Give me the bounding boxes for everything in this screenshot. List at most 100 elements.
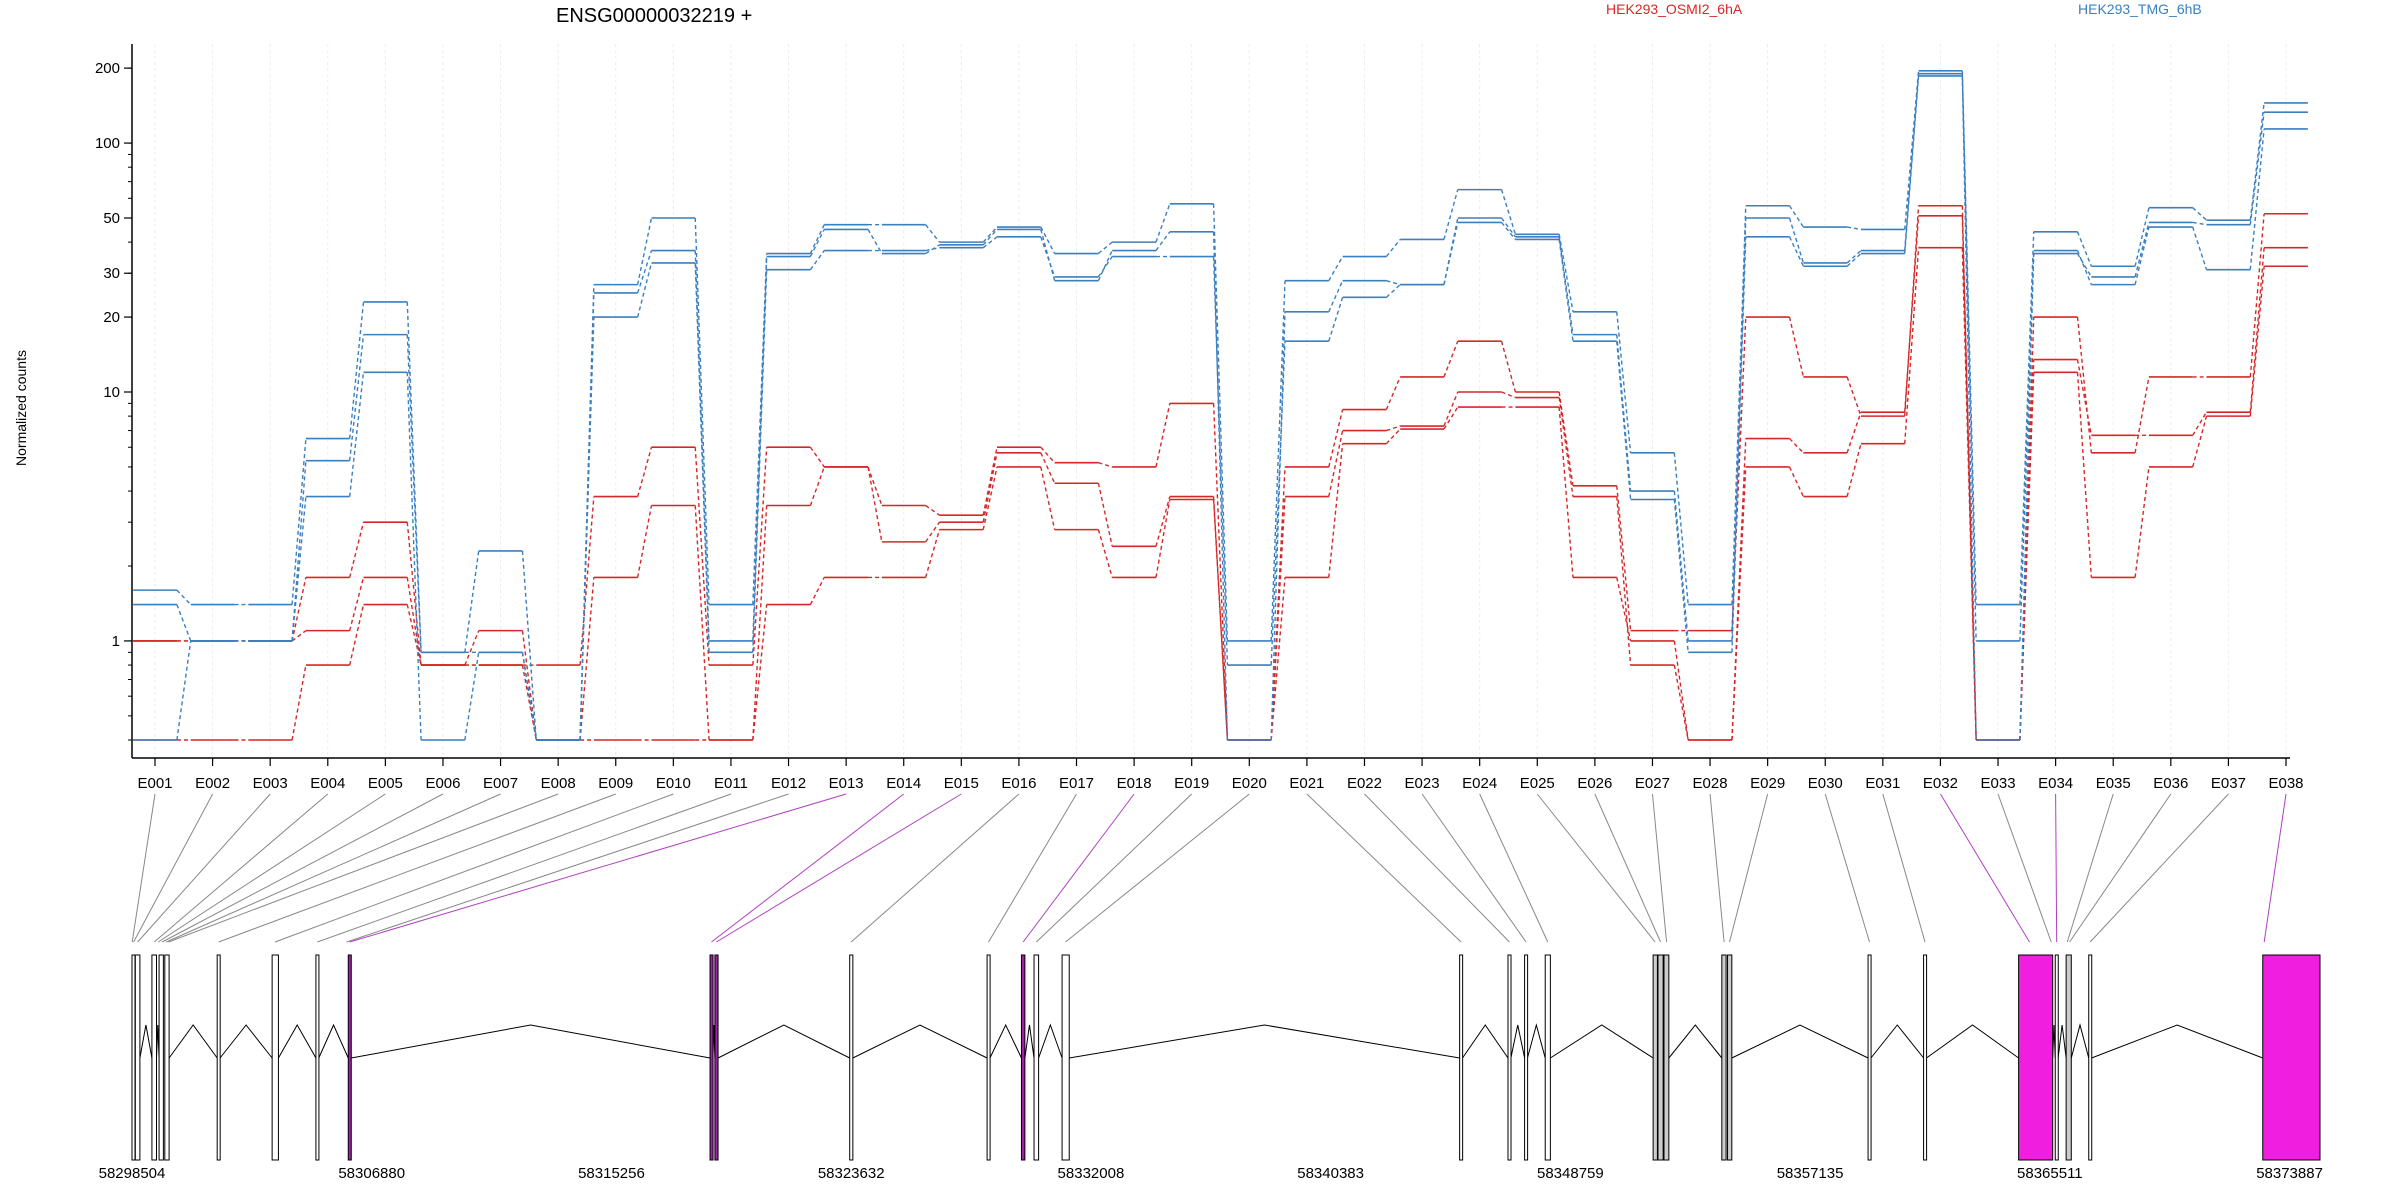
x-tick-label: E003 <box>253 775 288 792</box>
series-connector <box>1328 443 1344 578</box>
series-connector <box>1385 376 1401 410</box>
series-connector <box>291 577 307 642</box>
x-tick-label: E019 <box>1174 775 1209 792</box>
grid-lines <box>154 44 2287 758</box>
x-tick-label: E037 <box>2211 775 2246 792</box>
exon-box <box>1652 954 1658 1161</box>
series-connector <box>2249 213 2265 377</box>
exon-connector <box>1065 793 1250 943</box>
series-connector <box>925 246 940 252</box>
series-connector <box>2249 266 2265 417</box>
x-tick-label: E029 <box>1750 775 1785 792</box>
series-connector <box>1558 234 1574 312</box>
series-connector <box>1731 466 1747 741</box>
series-connector <box>1558 239 1574 342</box>
series-connector <box>2192 411 2208 436</box>
intron <box>219 1024 273 1059</box>
exon-box <box>849 954 854 1161</box>
series-connector <box>1443 391 1459 427</box>
x-tick-label: E004 <box>310 775 345 792</box>
exon-box <box>1459 954 1464 1161</box>
series-connector <box>1270 496 1286 741</box>
exon-connector <box>1651 793 1668 943</box>
exon-box <box>1663 954 1670 1161</box>
exon-connector <box>137 793 271 943</box>
series-line <box>133 246 2308 741</box>
exon-connector <box>166 793 501 943</box>
x-tick-label: E014 <box>886 775 921 792</box>
series-connector <box>291 664 307 741</box>
series-connector <box>1616 485 1632 631</box>
exon-box <box>1721 954 1727 1161</box>
series-connector <box>925 521 941 543</box>
exon-connector <box>1536 793 1656 943</box>
exon-connector <box>274 793 674 943</box>
series-connector <box>1673 452 1689 605</box>
exon-connector <box>1940 793 2030 943</box>
exon-box <box>1923 954 1928 1161</box>
genomic-tick-label: 58373887 <box>2256 1165 2323 1182</box>
series-connector <box>1616 311 1632 453</box>
exon-connector <box>317 793 732 943</box>
series-connector <box>694 447 710 666</box>
series-connector <box>1558 397 1574 497</box>
series-connector <box>348 577 365 631</box>
axes: 1 10 20 30 50 100 200 E001 E002 E003 E004 E005 E006 E… <box>95 44 2304 792</box>
exon-box <box>271 954 279 1161</box>
x-tick-label: E001 <box>137 775 172 792</box>
exon-box <box>1061 954 1070 1161</box>
y-tick-label: 10 <box>103 384 120 401</box>
series-connector <box>809 446 825 468</box>
series-connector <box>521 550 537 741</box>
series-connector <box>1500 217 1516 238</box>
series-connector <box>1212 403 1229 741</box>
series-connector <box>1904 247 1920 444</box>
x-tick-label: E021 <box>1289 775 1324 792</box>
exon-box <box>1507 954 1512 1161</box>
series-connector <box>579 496 595 666</box>
exon-box <box>2018 954 2054 1161</box>
series-connector <box>1155 496 1171 547</box>
exon-connector <box>1306 793 1462 943</box>
series-connector <box>2134 466 2150 578</box>
series-connector <box>809 577 825 605</box>
x-tick-label: E036 <box>2153 775 2188 792</box>
exon-box <box>1033 954 1040 1161</box>
series-connector <box>1385 239 1401 258</box>
series-connector <box>1270 577 1286 741</box>
genomic-tick-label: 58332008 <box>1058 1165 1125 1182</box>
exon-box <box>347 954 352 1161</box>
series-connector <box>982 226 998 243</box>
exon-box <box>2065 954 2072 1161</box>
series-connector <box>1386 280 1401 286</box>
intron <box>2091 1024 2263 1059</box>
exon-connector <box>1729 793 1769 943</box>
series-connector <box>809 250 825 271</box>
series-connector <box>406 604 422 666</box>
intron <box>1038 1023 1063 1059</box>
y-tick-label: 30 <box>103 265 120 282</box>
gene-model <box>131 954 2321 1161</box>
exon-connector <box>988 793 1077 943</box>
genomic-tick-label: 58298504 <box>99 1165 166 1182</box>
exon-box <box>1544 954 1551 1161</box>
exon-connector <box>157 793 386 943</box>
intron <box>277 1023 317 1059</box>
x-tick-label: E010 <box>656 775 691 792</box>
intron <box>351 1024 711 1059</box>
series-connector <box>1328 297 1344 342</box>
series-connector <box>636 505 653 578</box>
genomic-tick-label: 58323632 <box>818 1165 885 1182</box>
exon-box <box>151 954 158 1161</box>
series-connector <box>1155 203 1171 243</box>
series-connector <box>1616 496 1632 666</box>
exon-connector <box>161 793 444 943</box>
series-connector <box>1961 70 1977 605</box>
exon-connector <box>2069 793 2172 943</box>
series-connector <box>406 334 422 653</box>
x-tick-label: E033 <box>1981 775 2016 792</box>
series-connector <box>752 253 768 605</box>
series-connector <box>406 522 422 666</box>
series-connector <box>1097 241 1113 255</box>
exon-connector <box>1022 793 1135 943</box>
